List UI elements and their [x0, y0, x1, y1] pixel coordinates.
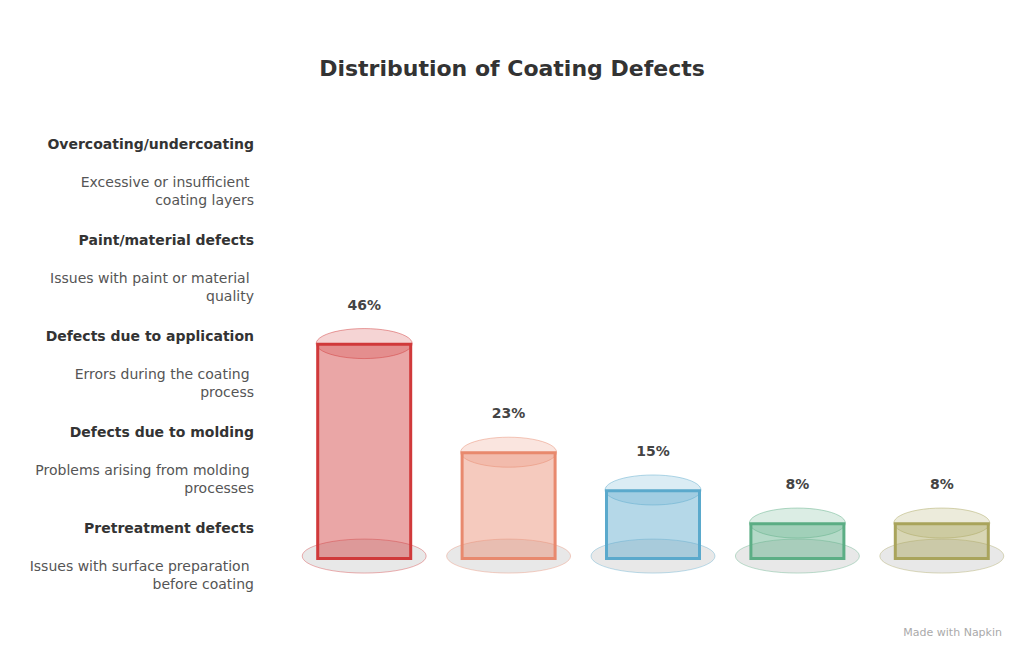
svg-text:23%: 23% [492, 405, 526, 421]
svg-text:coating layers: coating layers [155, 192, 254, 208]
svg-text:15%: 15% [636, 443, 670, 459]
svg-text:Defects due to molding: Defects due to molding [70, 424, 254, 440]
svg-text:Pretreatment defects: Pretreatment defects [84, 520, 254, 536]
svg-text:Distribution of Coating Defect: Distribution of Coating Defects [319, 56, 705, 81]
svg-text:Issues with paint or material: Issues with paint or material [50, 270, 254, 286]
svg-text:quality: quality [206, 288, 254, 304]
svg-text:Issues with surface preparatio: Issues with surface preparation [30, 558, 254, 574]
svg-text:Defects due to application: Defects due to application [46, 328, 254, 344]
svg-text:Overcoating/undercoating: Overcoating/undercoating [47, 136, 254, 152]
svg-text:Problems arising from molding: Problems arising from molding [35, 462, 254, 478]
svg-text:Errors during the coating: Errors during the coating [75, 366, 254, 382]
svg-text:8%: 8% [930, 476, 954, 492]
svg-text:processes: processes [184, 480, 254, 496]
svg-text:46%: 46% [347, 297, 381, 313]
svg-text:Made with Napkin: Made with Napkin [903, 626, 1002, 639]
svg-text:Paint/material defects: Paint/material defects [79, 232, 254, 248]
svg-text:before coating: before coating [153, 576, 255, 592]
svg-text:Excessive or insufficient: Excessive or insufficient [81, 174, 254, 190]
svg-text:8%: 8% [786, 476, 810, 492]
svg-text:process: process [200, 384, 254, 400]
